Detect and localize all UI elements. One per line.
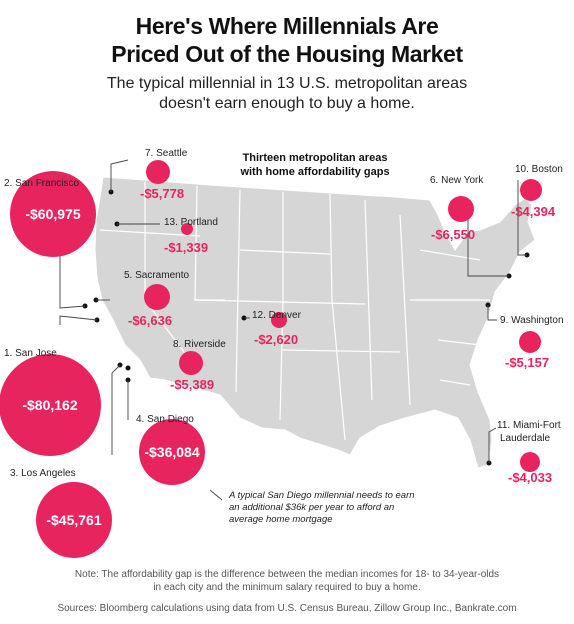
bubble-new-york [448, 196, 474, 222]
bubble-san-diego [139, 419, 205, 485]
value-sacramento: -$6,636 [128, 313, 172, 328]
label-washington: 9. Washington [500, 315, 564, 326]
note-line-1: Note: The affordability gap is the diffe… [74, 569, 500, 580]
value-new-york: -$6,550 [431, 227, 475, 242]
sources: Sources: Bloomberg calculations using da… [57, 603, 517, 614]
label-los-angeles: 3. Los Angeles [10, 468, 76, 479]
label-portland: 13. Portland [164, 217, 218, 228]
label-boston: 10. Boston [515, 164, 563, 175]
legend-title: Thirteen metropolitan areas with home af… [240, 151, 390, 179]
bubble-denver [271, 312, 287, 328]
label-miami-line-1: 11. Miami-Fort [497, 420, 561, 431]
title-line-1: Here's Where Millennials Are [135, 13, 439, 39]
label-san-jose: 1. San Jose [4, 348, 57, 359]
annotation-line-2: an additional $36k per year to afford an [229, 502, 394, 513]
value-miami: -$4,033 [508, 470, 552, 485]
bubble-washington [519, 331, 541, 353]
bubble-los-angeles [36, 482, 112, 558]
bubble-portland [181, 223, 193, 235]
value-san-francisco: -$60,975 [25, 206, 80, 222]
bubble-riverside [179, 351, 203, 375]
value-denver: -$2,620 [254, 332, 298, 347]
bubble-sacramento [144, 284, 170, 310]
label-denver: 12. Denver [252, 310, 302, 321]
value-boston: -$4,394 [511, 204, 556, 219]
bubble-miami [520, 452, 540, 472]
value-san-jose: -$80,162 [22, 397, 77, 413]
bubble-san-jose [0, 354, 101, 456]
bubble-san-francisco [10, 171, 96, 257]
note-line-2: in each city and the minimum salary requ… [153, 582, 421, 593]
label-san-diego: 4. San Diego [136, 414, 194, 425]
label-new-york: 6. New York [430, 175, 484, 186]
value-washington: -$5,157 [505, 355, 549, 370]
value-seattle: -$5,778 [140, 186, 184, 201]
label-riverside: 8. Riverside [173, 339, 226, 350]
leader-lines [59, 159, 527, 501]
annotation-line-1: A typical San Diego millennial needs to … [228, 490, 415, 501]
value-san-diego: -$36,084 [144, 444, 199, 460]
value-los-angeles: -$45,761 [46, 512, 101, 528]
us-land [94, 176, 536, 469]
dot-denver [241, 315, 247, 321]
annotation-line-3: average home mortgage [229, 514, 333, 525]
label-san-francisco: 2. San Francisco [4, 178, 79, 189]
label-miami-line-2: Lauderdale [500, 433, 550, 444]
state-borders [99, 182, 490, 441]
legend-line-2: with home affordability gaps [240, 166, 390, 178]
bubble-boston [520, 179, 542, 201]
label-sacramento: 5. Sacramento [124, 270, 189, 281]
title-line-2: Priced Out of the Housing Market [111, 41, 463, 67]
value-riverside: -$5,389 [170, 377, 214, 392]
legend-line-1: Thirteen metropolitan areas [242, 152, 388, 164]
label-seattle: 7. Seattle [145, 148, 188, 159]
dot-riverside [125, 365, 131, 371]
subtitle-line-2: doesn't earn enough to buy a home. [159, 95, 415, 112]
bubbles [0, 160, 542, 558]
value-portland: -$1,339 [164, 240, 208, 255]
subtitle-line-1: The typical millennial in 13 U.S. metrop… [106, 75, 468, 92]
bubble-seattle [146, 160, 170, 184]
